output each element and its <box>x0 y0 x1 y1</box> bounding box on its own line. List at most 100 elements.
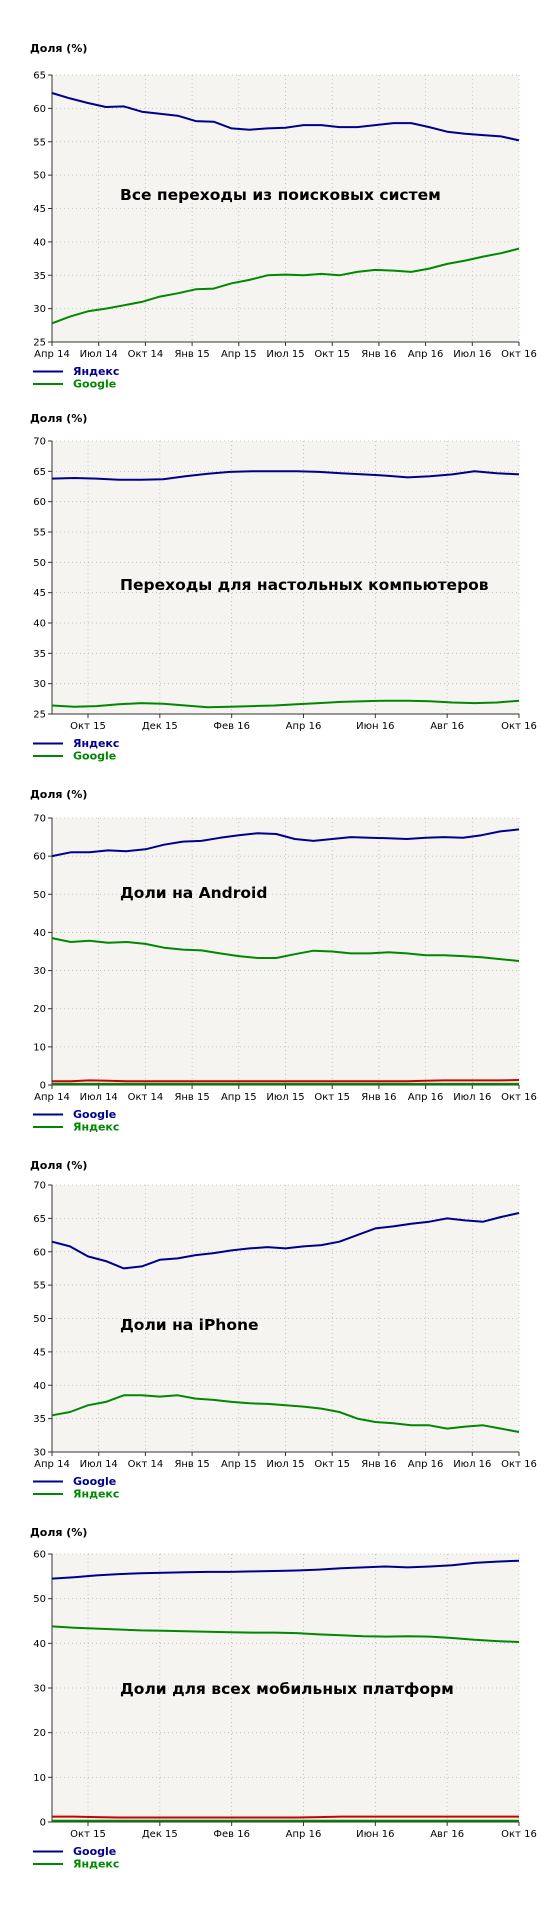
y-tick-label: 70 <box>33 437 46 448</box>
x-tick-label: Июл 15 <box>266 349 304 360</box>
y-tick-label: 0 <box>40 1081 46 1092</box>
x-tick-label: Авг 16 <box>430 1829 464 1840</box>
y-tick-label: 30 <box>33 1684 46 1695</box>
x-tick-label: Апр 15 <box>221 349 257 360</box>
y-axis-label: Доля (%) <box>30 788 87 801</box>
x-tick-label: Апр 16 <box>286 1829 322 1840</box>
x-tick-label: Апр 16 <box>408 1459 444 1470</box>
y-axis-label: Доля (%) <box>30 42 87 55</box>
y-tick-label: 30 <box>33 1448 46 1459</box>
x-tick-label: Окт 16 <box>501 1459 537 1470</box>
x-tick-label: Июл 14 <box>80 1459 118 1470</box>
x-tick-label: Янв 16 <box>361 349 396 360</box>
x-tick-label: Окт 14 <box>128 1459 164 1470</box>
x-tick-label: Окт 16 <box>501 1829 537 1840</box>
y-tick-label: 35 <box>33 271 46 282</box>
legend-entry: Яндекс <box>73 1121 119 1134</box>
x-tick-label: Окт 15 <box>314 1459 350 1470</box>
series-line-2 <box>51 1625 520 1643</box>
chart-3: Доля (%) 0 10 20 30 40 50 60 70 Апр 14 Июл 14 Окт 1… <box>30 788 537 1134</box>
legend-entry: Google <box>73 750 116 763</box>
x-tick-label: Окт 16 <box>501 349 537 360</box>
chart-2: Доля (%) 25 30 35 40 45 50 55 60 65 70 Окт 15 Дек 15… <box>30 412 537 763</box>
x-tick-label: Окт 16 <box>501 721 537 732</box>
x-tick-label: Окт 15 <box>314 349 350 360</box>
y-tick-label: 25 <box>33 338 46 349</box>
y-tick-label: 50 <box>33 171 46 182</box>
y-tick-label: 65 <box>33 71 46 82</box>
x-tick-label: Июл 16 <box>453 1459 491 1470</box>
y-tick-label: 35 <box>33 649 46 660</box>
y-tick-label: 10 <box>33 1042 46 1053</box>
legend-entry: Google <box>73 378 116 391</box>
chart-1: Доля (%) 25 30 35 40 45 50 55 60 65 Апр 14 Июл 14 Ок… <box>30 42 537 391</box>
series-line-1 <box>51 1559 520 1580</box>
x-tick-label: Янв 15 <box>174 349 209 360</box>
series-line-3 <box>52 1815 519 1819</box>
x-tick-label: Окт 14 <box>128 349 164 360</box>
series-line-1 <box>51 470 520 481</box>
x-tick-label: Окт 14 <box>128 1092 164 1103</box>
x-tick-label: Июл 14 <box>80 1092 118 1103</box>
y-tick-label: 40 <box>33 1639 46 1650</box>
x-tick-label: Июл 15 <box>266 1092 304 1103</box>
series-line-2 <box>51 699 520 709</box>
series-line-1 <box>51 92 520 142</box>
legend-entry: Google <box>73 1108 116 1121</box>
x-tick-label: Дек 15 <box>142 721 178 732</box>
x-tick-label: Окт 15 <box>70 721 106 732</box>
chart-annotation: Доли на iPhone <box>120 1316 259 1334</box>
y-tick-label: 50 <box>33 1314 46 1325</box>
y-tick-label: 65 <box>33 1214 46 1225</box>
x-tick-label: Апр 16 <box>408 349 444 360</box>
chart-annotation: Доли на Android <box>120 884 267 902</box>
y-tick-label: 40 <box>33 619 46 630</box>
x-tick-label: Июл 16 <box>453 1092 491 1103</box>
x-tick-label: Июн 16 <box>356 721 394 732</box>
plot-area <box>52 441 519 714</box>
series-line-1 <box>51 1212 520 1270</box>
y-tick-label: 60 <box>33 852 46 863</box>
y-axis-label: Доля (%) <box>30 1159 87 1172</box>
x-tick-label: Янв 16 <box>361 1092 396 1103</box>
x-tick-label: Окт 16 <box>501 1092 537 1103</box>
y-axis-label: Доля (%) <box>30 1526 87 1539</box>
x-tick-label: Янв 16 <box>361 1459 396 1470</box>
x-tick-label: Июл 14 <box>80 349 118 360</box>
legend-entry: Яндекс <box>73 737 119 750</box>
y-tick-label: 50 <box>33 1594 46 1605</box>
y-tick-label: 25 <box>33 710 46 721</box>
y-tick-label: 60 <box>33 104 46 115</box>
x-tick-label: Июн 16 <box>356 1829 394 1840</box>
legend-entry: Яндекс <box>73 1858 119 1871</box>
x-tick-label: Апр 14 <box>34 1459 70 1470</box>
series-line-2 <box>51 247 520 325</box>
y-tick-label: 70 <box>33 814 46 825</box>
series-line-2 <box>51 1394 520 1433</box>
y-tick-label: 40 <box>33 928 46 939</box>
y-tick-label: 45 <box>33 204 46 215</box>
x-tick-label: Янв 15 <box>174 1092 209 1103</box>
y-tick-label: 65 <box>33 467 46 478</box>
x-tick-label: Окт 15 <box>314 1092 350 1103</box>
x-tick-label: Окт 15 <box>70 1829 106 1840</box>
x-tick-label: Апр 14 <box>34 1092 70 1103</box>
chart-4: Доля (%) 30 35 40 45 50 55 60 65 70 Апр 14 Июл 14 Ок… <box>30 1159 537 1501</box>
x-tick-label: Авг 16 <box>430 721 464 732</box>
x-tick-label: Дек 15 <box>142 1829 178 1840</box>
y-tick-label: 20 <box>33 1004 46 1015</box>
x-tick-label: Июл 15 <box>266 1459 304 1470</box>
y-tick-label: 60 <box>33 497 46 508</box>
x-tick-label: Апр 14 <box>34 349 70 360</box>
x-tick-label: Янв 15 <box>174 1459 209 1470</box>
chart-5: Доля (%) 0 10 20 30 40 50 60 Окт 15 Дек 15 Фев 16 А… <box>30 1526 537 1871</box>
y-tick-label: 55 <box>33 528 46 539</box>
x-tick-label: Апр 15 <box>221 1092 257 1103</box>
y-tick-label: 30 <box>33 679 46 690</box>
y-tick-label: 40 <box>33 1381 46 1392</box>
legend-entry: Google <box>73 1475 116 1488</box>
series-line-2 <box>51 937 520 962</box>
y-axis-label: Доля (%) <box>30 412 87 425</box>
